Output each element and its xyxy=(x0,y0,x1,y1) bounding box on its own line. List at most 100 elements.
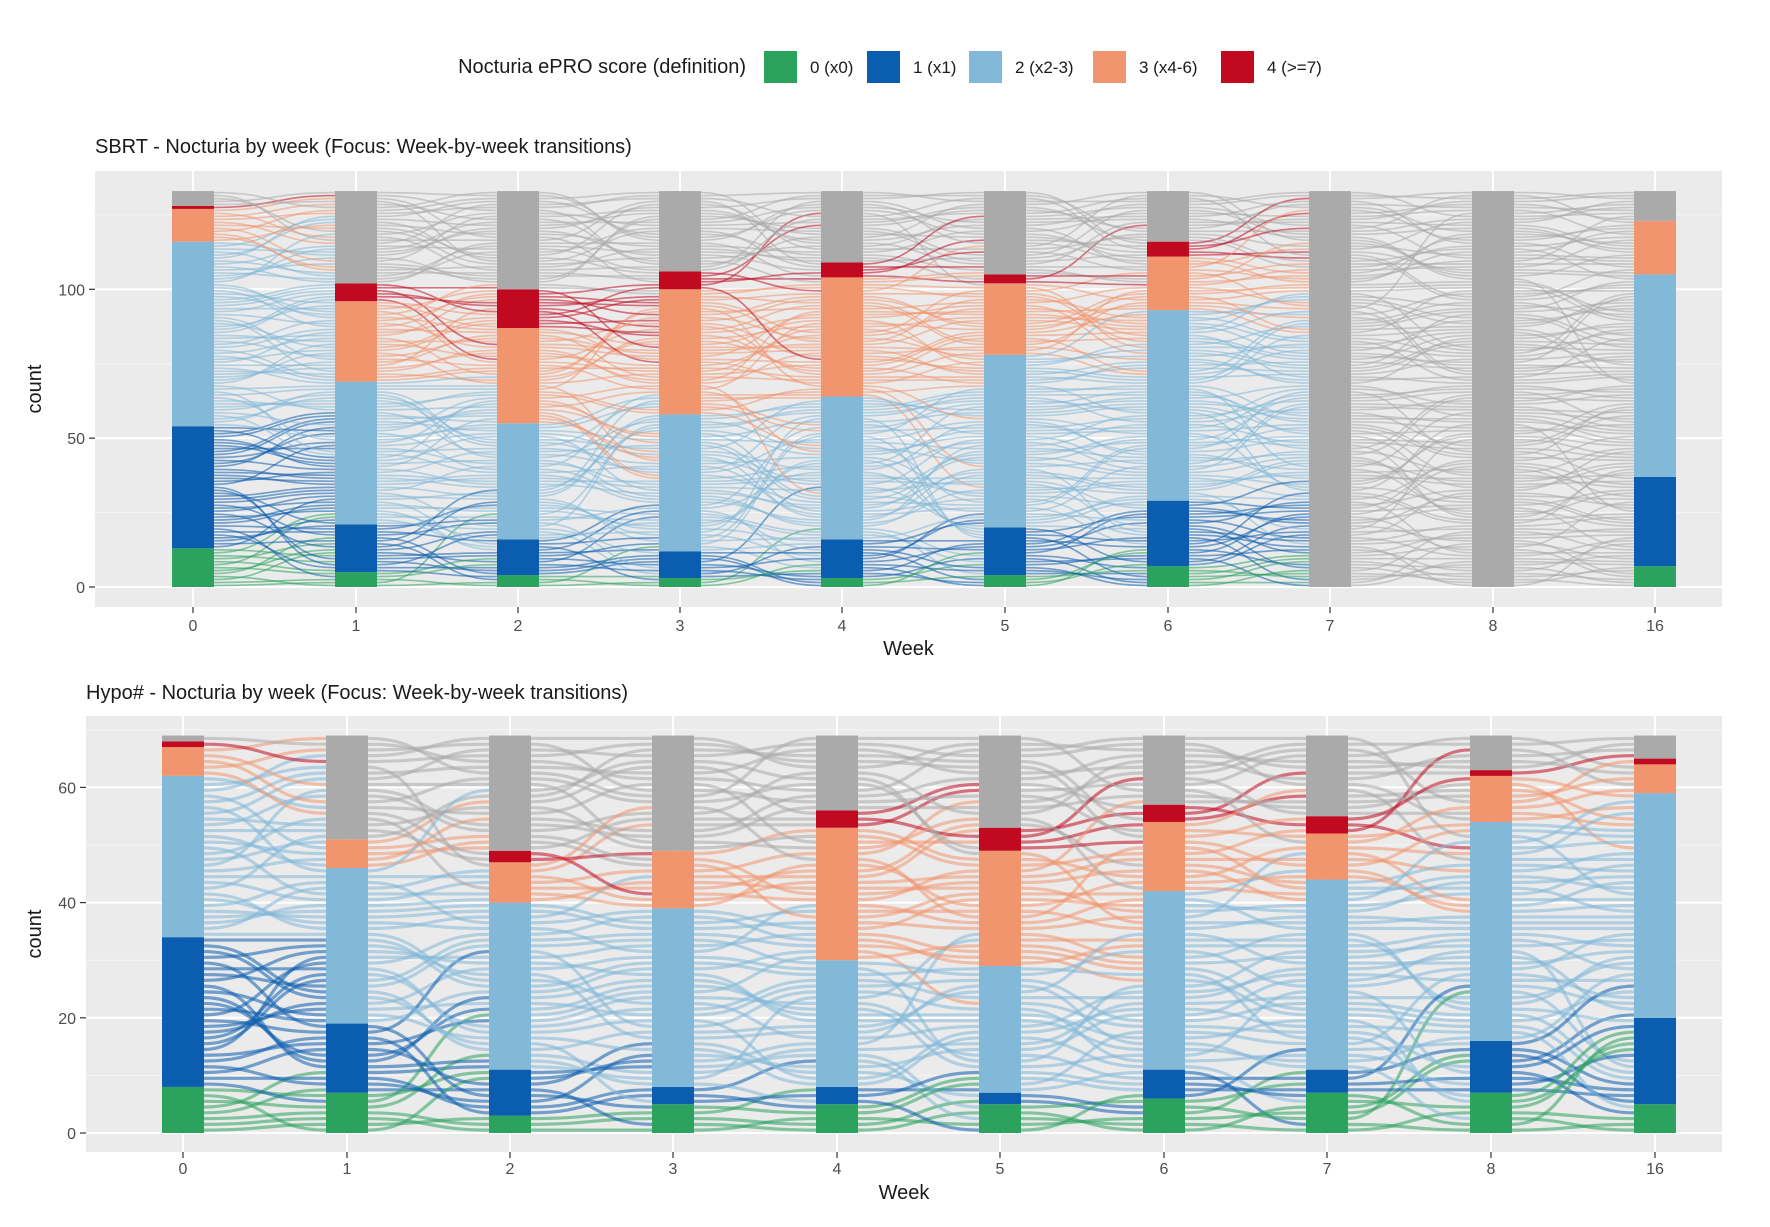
flow-week-0-cat-1 xyxy=(203,949,327,982)
flow-week-4-cat-2 xyxy=(862,441,985,450)
flow-week-4-cat-2 xyxy=(862,391,985,408)
flow-week-7-cat-missing xyxy=(1350,203,1473,209)
flow-week-6-cat-2 xyxy=(1184,973,1307,1040)
flow-week-4-cat-3 xyxy=(857,829,980,861)
flow-week-7-cat-missing xyxy=(1350,397,1473,456)
flow-week-0-cat-0 xyxy=(203,1117,327,1126)
flow-week-4-cat-2 xyxy=(857,1042,980,1052)
stratum-week-2-cat-missing xyxy=(497,191,539,290)
flow-week-5-cat-missing xyxy=(1025,191,1148,206)
stratum-week-0-cat-0 xyxy=(172,548,214,587)
flow-week-5-cat-0 xyxy=(1025,548,1148,587)
flow-week-3-cat-missing xyxy=(700,206,822,224)
flow-week-3-cat-2 xyxy=(700,415,822,471)
flow-week-2-cat-missing xyxy=(530,805,653,850)
flow-week-6-cat-2 xyxy=(1188,310,1310,334)
flow-week-8-cat-missing xyxy=(1513,284,1635,313)
flow-week-8-cat-missing xyxy=(1513,534,1635,539)
flow-week-7-cat-missing xyxy=(1350,531,1473,572)
flow-week-5-cat-missing xyxy=(1025,197,1148,215)
flow-week-1-cat-4 xyxy=(376,289,498,346)
flow-week-5-cat-missing xyxy=(1025,203,1148,227)
flow-week-3-cat-2 xyxy=(693,955,817,971)
flow-week-0-cat-1 xyxy=(213,534,336,569)
flow-week-4-cat-3 xyxy=(862,388,985,468)
flow-week-8-cat-2 xyxy=(1511,984,1635,1005)
flow-week-3-cat-3 xyxy=(700,316,822,334)
flow-week-1-cat-missing xyxy=(367,742,490,752)
stratum-week-3-cat-2 xyxy=(659,414,701,552)
flow-week-7-cat-missing xyxy=(1350,429,1473,477)
flow-week-7-cat-2 xyxy=(1347,840,1471,902)
flow-week-6-cat-missing xyxy=(1184,777,1307,815)
flow-week-7-cat-missing xyxy=(1350,191,1473,218)
flow-week-2-cat-missing xyxy=(530,823,653,838)
flow-week-3-cat-2 xyxy=(700,465,822,515)
x-tick-label: 3 xyxy=(669,1161,678,1178)
flow-week-1-cat-2 xyxy=(376,394,498,459)
flow-week-5-cat-0 xyxy=(1025,551,1148,581)
flow-week-8-cat-missing xyxy=(1513,209,1635,236)
flow-week-0-cat-3 xyxy=(213,212,336,221)
flow-week-0-cat-missing xyxy=(213,191,336,209)
flow-week-0-cat-1 xyxy=(213,492,336,503)
flow-week-2-cat-2 xyxy=(530,909,653,925)
flow-week-1-cat-3 xyxy=(376,349,498,372)
flow-week-2-cat-2 xyxy=(538,504,660,530)
legend-label-0: 0 (x0) xyxy=(810,58,853,77)
flow-week-6-cat-2 xyxy=(1188,456,1310,471)
flow-week-1-cat-2 xyxy=(376,510,498,551)
flow-week-3-cat-1 xyxy=(700,554,822,584)
flow-week-0-cat-0 xyxy=(203,1122,327,1132)
flow-week-1-cat-missing xyxy=(376,197,498,239)
flow-week-2-cat-missing xyxy=(538,257,660,265)
flow-week-6-cat-0 xyxy=(1188,569,1310,587)
flow-week-4-cat-2 xyxy=(862,388,985,435)
flow-week-8-cat-missing xyxy=(1513,328,1635,358)
flow-week-0-cat-0 xyxy=(213,548,336,572)
flow-week-2-cat-3 xyxy=(530,805,653,867)
flow-week-2-cat-1 xyxy=(538,557,660,572)
flow-week-0-cat-1 xyxy=(203,961,327,1017)
flow-week-0-cat-2 xyxy=(203,765,327,787)
flow-week-3-cat-missing xyxy=(700,242,822,277)
flow-week-3-cat-2 xyxy=(693,1019,817,1080)
flow-week-1-cat-missing xyxy=(376,266,498,280)
flow-week-1-cat-missing xyxy=(376,200,498,218)
flow-week-4-cat-3 xyxy=(862,304,985,319)
stratum-week-8-cat-missing xyxy=(1470,735,1512,771)
flow-week-2-cat-4 xyxy=(530,852,653,896)
flow-week-6-cat-0 xyxy=(1188,557,1310,575)
flow-week-1-cat-1 xyxy=(376,551,498,557)
flow-week-2-cat-2 xyxy=(538,531,660,536)
flow-week-6-cat-2 xyxy=(1188,409,1310,450)
flow-week-2-cat-1 xyxy=(538,554,660,569)
flow-week-5-cat-3 xyxy=(1025,286,1148,304)
flow-week-6-cat-missing xyxy=(1188,194,1310,209)
flow-week-6-cat-1 xyxy=(1188,507,1310,524)
flow-week-5-cat-2 xyxy=(1025,483,1148,527)
flow-week-7-cat-missing xyxy=(1350,334,1473,361)
flow-week-8-cat-missing xyxy=(1513,450,1635,492)
stratum-week-1-cat-2 xyxy=(326,868,368,1024)
flow-week-5-cat-3 xyxy=(1020,846,1144,919)
flow-week-5-cat-2 xyxy=(1025,361,1148,375)
flow-week-8-cat-3 xyxy=(1511,759,1635,804)
flow-week-1-cat-missing xyxy=(367,777,490,804)
flow-week-8-cat-missing xyxy=(1513,462,1635,483)
flow-week-2-cat-2 xyxy=(530,1001,653,1017)
legend-label-1: 1 (x1) xyxy=(913,58,956,77)
flow-week-7-cat-missing xyxy=(1350,227,1473,236)
flow-week-2-cat-1 xyxy=(530,1093,653,1109)
flow-week-1-cat-2 xyxy=(376,522,498,530)
flow-week-7-cat-missing xyxy=(1350,361,1473,370)
flow-week-0-cat-1 xyxy=(213,495,336,512)
flow-week-7-cat-missing xyxy=(1350,459,1473,500)
flow-week-8-cat-3 xyxy=(1511,811,1635,827)
flow-week-8-cat-missing xyxy=(1513,566,1635,584)
flow-week-1-cat-3 xyxy=(376,337,498,375)
x-tick-label: 6 xyxy=(1164,618,1173,635)
flow-week-3-cat-2 xyxy=(700,513,822,551)
flow-week-3-cat-missing xyxy=(700,203,822,241)
flow-week-8-cat-missing xyxy=(1513,543,1635,560)
